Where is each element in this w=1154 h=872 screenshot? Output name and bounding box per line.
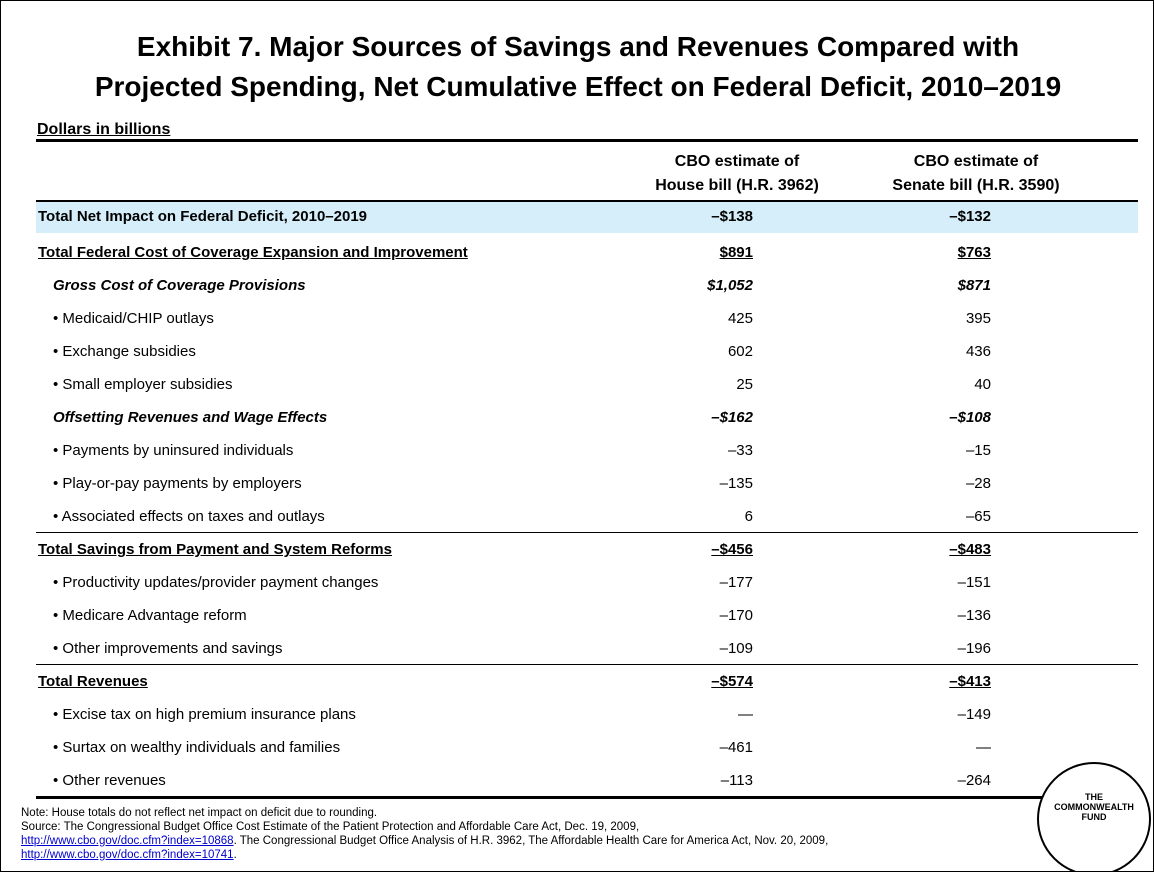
row-label: Gross Cost of Coverage Provisions bbox=[53, 277, 306, 294]
row-label: • Other improvements and savings bbox=[53, 640, 283, 657]
source: http://www.cbo.gov/doc.cfm?index=10868. … bbox=[21, 835, 828, 847]
subtitle: Dollars in billions bbox=[37, 121, 171, 138]
note: Note: House totals do not reflect net im… bbox=[21, 807, 378, 819]
title-line: Projected Spending, Net Cumulative Effec… bbox=[94, 71, 1062, 102]
cell: $1,052 bbox=[707, 277, 753, 294]
row-label: • Medicare Advantage reform bbox=[53, 607, 247, 624]
source: Source: The Congressional Budget Office … bbox=[21, 821, 640, 833]
column-header: Senate bill (H.R. 3590) bbox=[892, 177, 1060, 194]
row-label: Total Revenues bbox=[38, 673, 148, 690]
cell: –$162 bbox=[711, 409, 753, 426]
link[interactable]: http://www.cbo.gov/doc.cfm?index=10741 bbox=[21, 849, 234, 861]
rule bbox=[36, 796, 1138, 799]
row-label: • Associated effects on taxes and outlay… bbox=[53, 508, 325, 525]
cell: 602 bbox=[727, 343, 753, 360]
rule bbox=[36, 532, 1138, 533]
cell: –$456 bbox=[711, 541, 753, 558]
cell: –170 bbox=[719, 607, 753, 624]
cell: –28 bbox=[965, 475, 991, 492]
cell: –461 bbox=[719, 739, 753, 756]
cell: 395 bbox=[965, 310, 991, 327]
rule bbox=[36, 200, 1138, 202]
cell: –151 bbox=[957, 574, 991, 591]
highlight-band bbox=[36, 202, 1138, 233]
cell: 425 bbox=[727, 310, 753, 327]
row-label: • Medicaid/CHIP outlays bbox=[53, 310, 214, 327]
source: . bbox=[233, 849, 237, 861]
cell: 6 bbox=[744, 508, 753, 525]
cell: 40 bbox=[974, 376, 991, 393]
title-line: Exhibit 7. Major Sources of Savings and … bbox=[136, 31, 1020, 62]
logo-text: COMMONWEALTH bbox=[1054, 802, 1134, 812]
row-label: • Other revenues bbox=[53, 772, 166, 789]
logo-text: FUND bbox=[1081, 812, 1107, 822]
cell: $891 bbox=[719, 244, 753, 261]
cell: $763 bbox=[957, 244, 991, 261]
cell: 436 bbox=[965, 343, 991, 360]
cell: –135 bbox=[719, 475, 753, 492]
cell: –136 bbox=[957, 607, 991, 624]
cell: –177 bbox=[719, 574, 753, 591]
rule bbox=[36, 664, 1138, 665]
column-header: House bill (H.R. 3962) bbox=[655, 177, 819, 194]
row-label: Total Savings from Payment and System Re… bbox=[38, 541, 392, 558]
cell: –149 bbox=[957, 706, 991, 723]
row-label: • Small employer subsidies bbox=[53, 376, 233, 393]
cell: $871 bbox=[957, 277, 991, 294]
cell: –$108 bbox=[949, 409, 991, 426]
cell: –$132 bbox=[949, 208, 991, 225]
cell: 25 bbox=[736, 376, 753, 393]
column-header: CBO estimate of bbox=[674, 153, 800, 170]
cell: –264 bbox=[957, 772, 991, 789]
cell: –$574 bbox=[711, 673, 753, 690]
cell: –113 bbox=[720, 772, 753, 789]
row-label: • Payments by uninsured individuals bbox=[53, 442, 294, 459]
cell: –15 bbox=[965, 442, 991, 459]
source: . The Congressional Budget Office Analys… bbox=[233, 835, 829, 847]
cell: –33 bbox=[727, 442, 753, 459]
row-label: Offsetting Revenues and Wage Effects bbox=[53, 409, 328, 426]
row-label: Total Net Impact on Federal Deficit, 201… bbox=[38, 208, 368, 225]
row-label: • Exchange subsidies bbox=[53, 343, 196, 360]
cell: –$138 bbox=[711, 208, 753, 225]
rule bbox=[36, 139, 1138, 142]
row-label: • Play-or-pay payments by employers bbox=[53, 475, 302, 492]
cell: — bbox=[976, 739, 991, 756]
row-label: • Excise tax on high premium insurance p… bbox=[53, 706, 356, 723]
logo-text: THE bbox=[1085, 792, 1103, 802]
link[interactable]: http://www.cbo.gov/doc.cfm?index=10868 bbox=[21, 835, 234, 847]
logo: THE COMMONWEALTH FUND bbox=[1037, 762, 1151, 871]
cell: –109 bbox=[719, 640, 753, 657]
source: http://www.cbo.gov/doc.cfm?index=10741. bbox=[21, 849, 237, 861]
cell: –$483 bbox=[949, 541, 991, 558]
cell: –$413 bbox=[949, 673, 991, 690]
row-label: Total Federal Cost of Coverage Expansion… bbox=[38, 244, 468, 261]
cell: –196 bbox=[957, 640, 991, 657]
row-label: • Productivity updates/provider payment … bbox=[53, 574, 379, 591]
cell: — bbox=[738, 706, 753, 723]
column-header: CBO estimate of bbox=[913, 153, 1039, 170]
cell: –65 bbox=[965, 508, 991, 525]
row-label: • Surtax on wealthy individuals and fami… bbox=[53, 739, 341, 756]
